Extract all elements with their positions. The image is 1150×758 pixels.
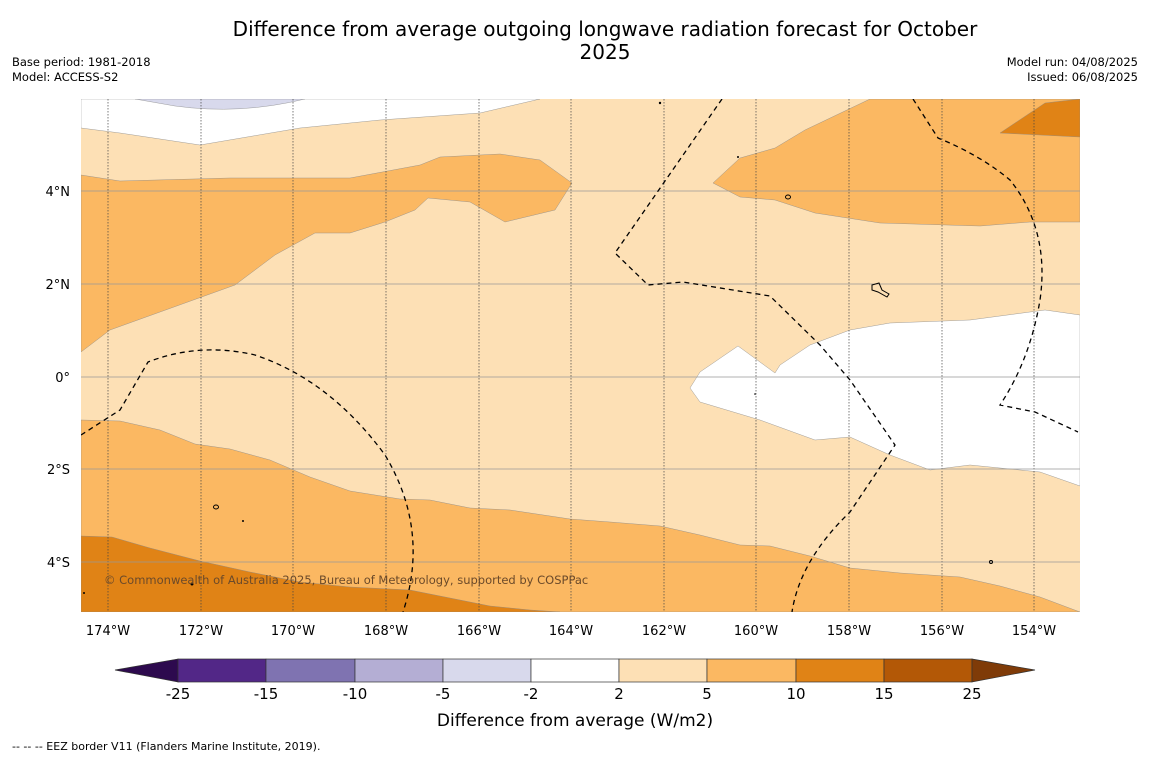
- colorbar-swatch: [265, 658, 356, 683]
- anomaly-10-15-south: [81, 535, 561, 612]
- y-tick: 4°S: [47, 556, 70, 571]
- islands: [213, 194, 993, 564]
- x-tick: 164°W: [549, 624, 593, 639]
- x-tick: 168°W: [364, 624, 408, 639]
- eez-footnote: -- -- -- EEZ border V11 (Flanders Marine…: [12, 740, 321, 753]
- anomaly-5-10-north: [81, 153, 573, 353]
- colorbar-ticks: -25 -15 -10 -5 -2 2 5 10 15 25: [166, 685, 982, 703]
- near-zero-region-equator: [689, 309, 1080, 487]
- base-period-label: Base period: 1981-2018: [12, 55, 151, 69]
- negative-anomaly-patch: [134, 99, 306, 110]
- x-tick: 154°W: [1012, 624, 1056, 639]
- meta-right: Model run: 04/08/2025 Issued: 06/08/2025: [1007, 55, 1138, 85]
- y-tick: 2°N: [46, 278, 71, 293]
- colorbar-swatch: [618, 658, 708, 683]
- x-tick: 158°W: [827, 624, 871, 639]
- colorbar-swatch: [883, 658, 973, 683]
- x-tick: 160°W: [734, 624, 778, 639]
- island-dots: [83, 101, 756, 594]
- colorbar-label: Difference from average (W/m2): [436, 711, 714, 731]
- map-title: Difference from average outgoing longwav…: [232, 17, 978, 64]
- meridian-gridlines: [107, 99, 1035, 612]
- colorbar-tick: -5: [436, 685, 451, 703]
- colorbar: [114, 658, 1036, 683]
- colorbar-swatch: [354, 658, 444, 683]
- y-tick: 0°: [55, 371, 70, 386]
- copyright-notice: © Commonwealth of Australia 2025, Bureau…: [104, 573, 588, 587]
- x-tick: 156°W: [920, 624, 964, 639]
- colorbar-tick: -2: [524, 685, 539, 703]
- anomaly-10-15-corner: [999, 99, 1080, 138]
- anomaly-5-10-south: [81, 419, 1080, 612]
- x-tick: 170°W: [271, 624, 315, 639]
- map-area: © Commonwealth of Australia 2025, Bureau…: [81, 99, 1080, 612]
- colorbar-tick: 10: [786, 685, 805, 703]
- x-tick: 166°W: [457, 624, 501, 639]
- x-tick: 174°W: [86, 624, 130, 639]
- y-tick: 2°S: [47, 463, 70, 478]
- colorbar-tick: -10: [343, 685, 368, 703]
- eez-borders: [81, 99, 1079, 612]
- model-run-label: Model run: 04/08/2025: [1006, 55, 1138, 69]
- colorbar-swatch: [706, 658, 797, 683]
- colorbar-tick: 25: [962, 685, 981, 703]
- colorbar-tick: -15: [254, 685, 279, 703]
- near-zero-region-top: [81, 99, 541, 146]
- meta-left: Base period: 1981-2018 Model: ACCESS-S2: [12, 55, 151, 85]
- colorbar-tick: 5: [702, 685, 712, 703]
- colorbar-swatch: [442, 658, 532, 683]
- colorbar-extend-low: [114, 658, 179, 683]
- colorbar-swatch: [530, 658, 620, 683]
- colorbar-tick: 2: [614, 685, 624, 703]
- colorbar-tick: -25: [166, 685, 191, 703]
- anomaly-5-10-northeast: [712, 99, 1080, 227]
- x-axis: 174°W 172°W 170°W 168°W 166°W 164°W 162°…: [86, 624, 1056, 639]
- y-tick: 4°N: [46, 185, 71, 200]
- issued-label: Issued: 06/08/2025: [1027, 70, 1138, 84]
- colorbar-swatch: [177, 658, 267, 683]
- colorbar-swatch: [795, 658, 885, 683]
- colorbar-tick: 15: [874, 685, 893, 703]
- x-tick: 172°W: [179, 624, 223, 639]
- colorbar-extend-high: [971, 658, 1036, 683]
- y-axis: 4°N 2°N 0° 2°S 4°S: [46, 185, 71, 571]
- parallel-gridlines: [81, 190, 1080, 563]
- x-tick: 162°W: [642, 624, 686, 639]
- model-label: Model: ACCESS-S2: [12, 70, 119, 84]
